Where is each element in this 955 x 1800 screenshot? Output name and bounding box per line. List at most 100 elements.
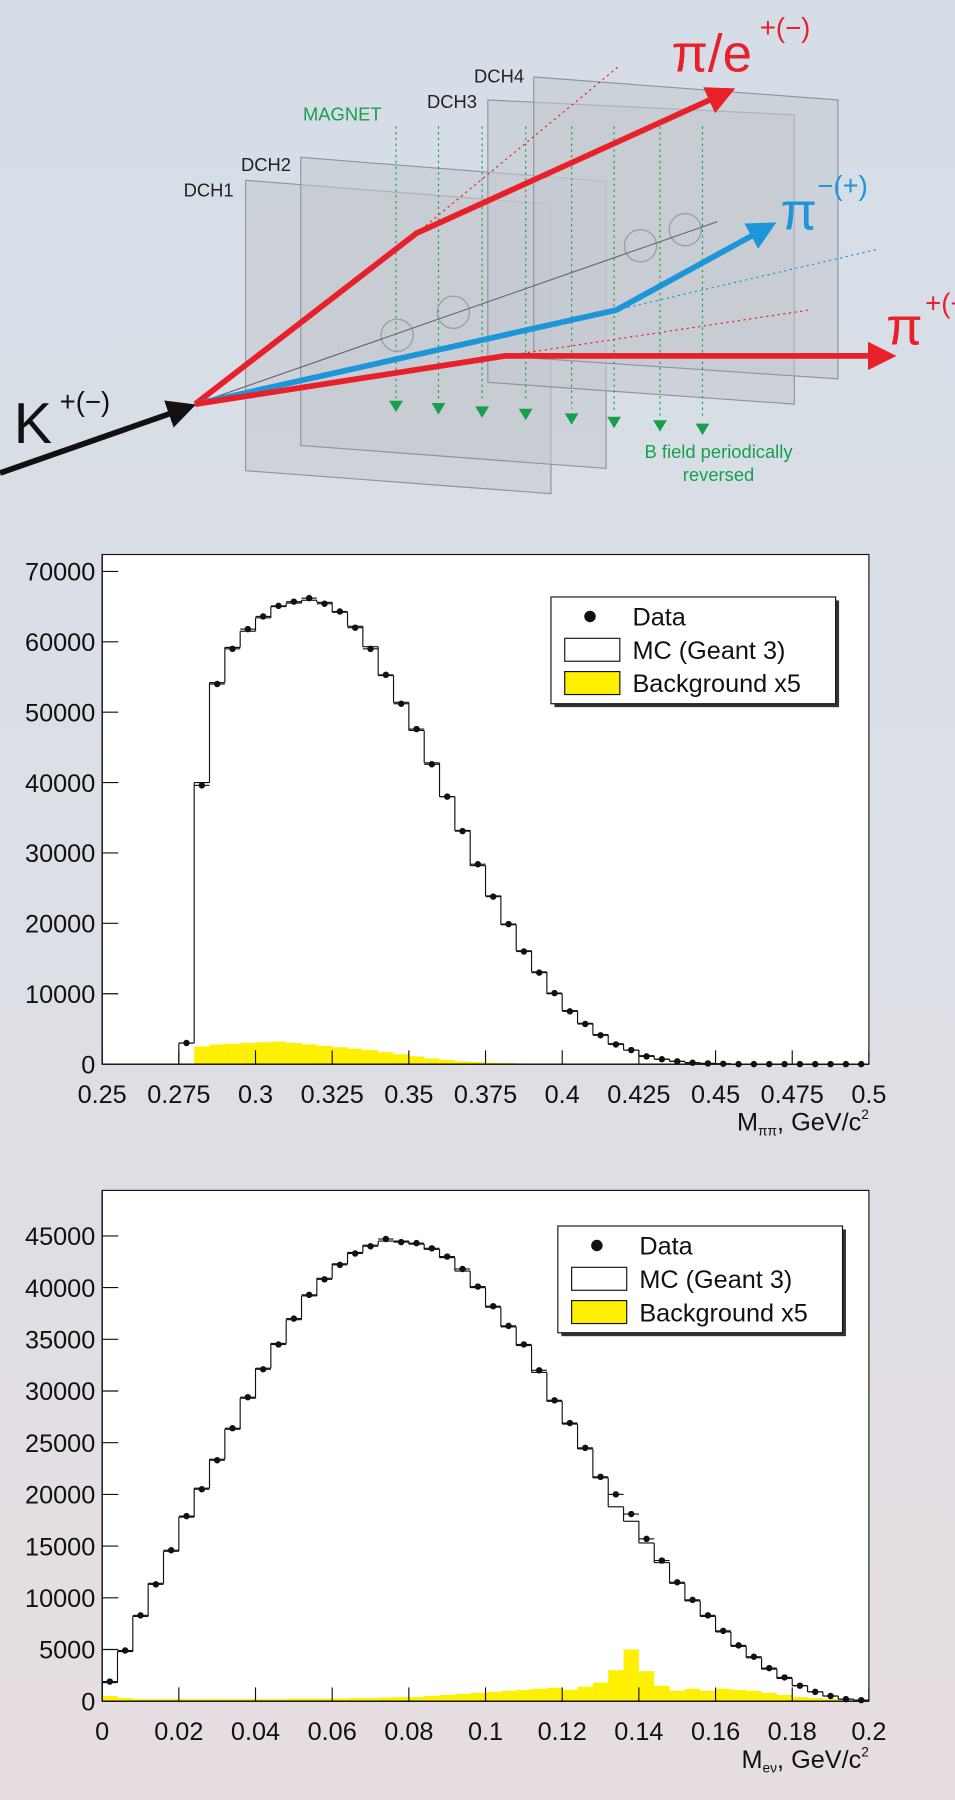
x-tick-label: 0.3 [238,1081,273,1109]
chamber-label: DCH2 [241,154,291,175]
y-tick-label: 5000 [39,1637,95,1665]
lower-charge: +(− [925,287,955,318]
legend-marker [572,1301,627,1324]
background-bar [516,1690,531,1701]
magnet-label: MAGNET [303,104,382,125]
background-bar [777,1695,792,1701]
legend-marker [584,611,595,622]
x-tick-label: 0.18 [768,1718,817,1746]
y-tick-label: 10000 [25,981,95,1009]
histogram-chart: 0.250.2750.30.3250.350.3750.40.4250.450.… [25,555,886,1139]
x-tick-label: 0.04 [231,1718,280,1746]
background-bar [746,1691,761,1701]
data-point [567,1420,573,1426]
background-bar [716,1689,731,1701]
y-tick-label: 30000 [25,1378,95,1406]
data-point [383,1236,389,1242]
x-axis-title-part: eν [763,1760,778,1775]
background-bar [562,1690,577,1701]
middle-charge: −(+) [817,170,867,201]
legend-marker [565,638,620,661]
data-point [245,1394,251,1400]
data-point [674,1579,680,1585]
data-point [505,921,511,927]
x-axis-title-part: ππ [758,1123,777,1138]
x-tick-label: 0.325 [301,1081,364,1109]
data-point [521,1341,527,1347]
data-point [643,1536,649,1542]
chamber-label: DCH1 [184,179,234,200]
data-point [720,1628,726,1634]
data-point [597,1474,603,1480]
data-point [260,613,266,619]
x-tick-label: 0.275 [147,1081,210,1109]
chamber-label: DCH4 [474,66,524,87]
background-bar [670,1691,685,1701]
x-tick-label: 0.16 [691,1718,740,1746]
y-tick-label: 70000 [25,559,95,587]
data-point [275,1341,281,1347]
data-point [705,1612,711,1618]
data-point [429,1245,435,1251]
x-tick-label: 0.14 [614,1718,663,1746]
data-point [337,1262,343,1268]
data-point [306,595,312,601]
data-point [551,1397,557,1403]
data-point [459,828,465,834]
bfield-label: B field periodically [645,441,794,462]
y-tick-label: 20000 [25,1482,95,1510]
legend-label: Data [632,604,686,632]
data-point [582,1021,588,1027]
x-tick-label: 0.12 [538,1718,587,1746]
background-bar [578,1687,593,1701]
background-bar [486,1692,501,1701]
background-bar [286,1043,301,1064]
y-tick-label: 50000 [25,699,95,727]
background-bar [624,1649,639,1701]
x-axis-title: Meν, GeV/c2 [741,1744,868,1775]
x-tick-label: 0.5 [851,1081,886,1109]
background-bar [102,1696,117,1701]
x-tick-label: 0.1 [468,1718,503,1746]
x-tick-label: 0.25 [78,1081,127,1109]
legend-label: MC (Geant 3) [632,637,785,665]
histogram-chart: 00.020.040.060.080.10.120.140.160.180.20… [25,1190,886,1775]
background-bar [762,1693,777,1701]
y-tick-label: 35000 [25,1326,95,1354]
background-bar [440,1695,455,1701]
background-bar [501,1691,516,1701]
data-point [183,1040,189,1046]
background-bar [363,1050,378,1064]
kaon-charge: +(−) [60,386,110,417]
x-axis-title-part: M [737,1109,758,1137]
background-bar [532,1689,547,1701]
data-point [659,1056,665,1062]
x-tick-label: 0 [95,1718,109,1746]
data-point [291,1315,297,1321]
data-point [153,1581,159,1587]
data-point [398,701,404,707]
background-bar [256,1042,271,1064]
background-bar [409,1056,424,1064]
y-tick-label: 60000 [25,629,95,657]
data-point [490,893,496,899]
background-bar [332,1047,347,1064]
legend-marker [572,1267,627,1290]
legend-label: MC (Geant 3) [639,1266,792,1294]
data-point [321,601,327,607]
data-point [214,681,220,687]
upper-charge: +(−) [760,12,810,43]
data-point [582,1445,588,1451]
data-point [689,1060,695,1066]
data-point [352,624,358,630]
x-axis-title-part: 2 [861,1107,869,1122]
data-point [321,1276,327,1282]
data-point [490,1303,496,1309]
background-bar [194,1047,209,1065]
data-point [459,1266,465,1272]
data-point [597,1032,603,1038]
background-bar [470,1693,485,1701]
background-bar [394,1054,409,1064]
poster: DCH1 DCH2 DCH3 DCH4 MAGNET B field perio… [0,0,955,1800]
data-point [521,948,527,954]
